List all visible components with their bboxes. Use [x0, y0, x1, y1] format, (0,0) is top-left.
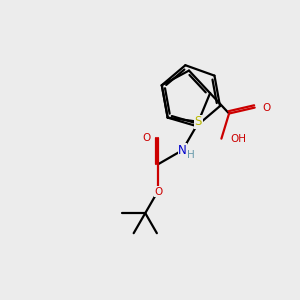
Text: O: O: [262, 103, 270, 112]
Text: N: N: [178, 144, 187, 157]
Text: O: O: [143, 133, 151, 143]
Text: O: O: [154, 187, 163, 197]
Text: H: H: [188, 150, 195, 160]
Text: S: S: [195, 115, 202, 128]
Text: OH: OH: [230, 134, 246, 144]
